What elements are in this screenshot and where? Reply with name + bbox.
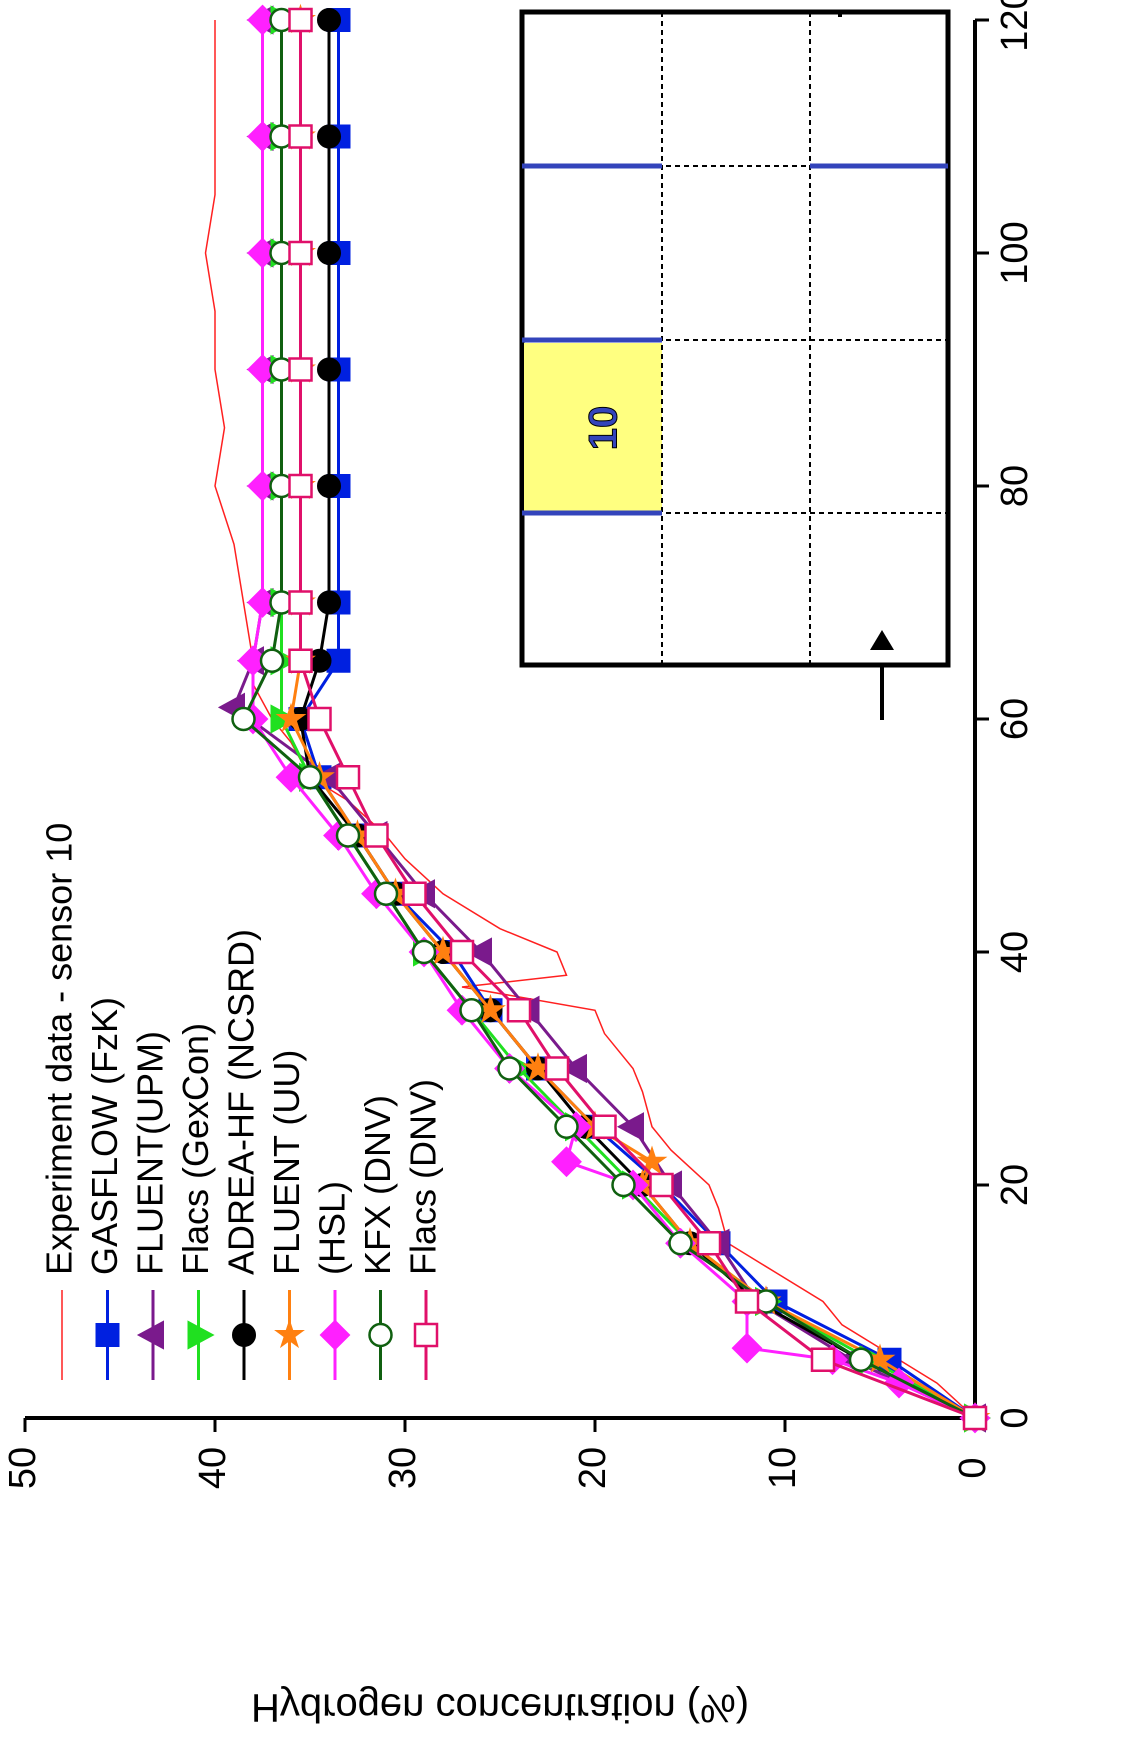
marker [411, 939, 437, 965]
marker [288, 357, 313, 382]
series [288, 7, 988, 1431]
marker [497, 1056, 522, 1081]
legend-label: Flacs (DNV) [403, 1079, 444, 1275]
x-tick-label: 100 [994, 221, 1036, 284]
marker [288, 648, 313, 673]
marker [668, 1231, 693, 1256]
y-tick-label: 40 [192, 1447, 234, 1489]
marker [559, 1053, 587, 1084]
marker [317, 590, 341, 615]
marker [696, 1231, 722, 1256]
marker [734, 1289, 760, 1314]
x-tick-label: 80 [994, 465, 1036, 507]
marker [611, 1172, 636, 1198]
marker [636, 1145, 668, 1175]
marker [288, 590, 313, 615]
marker [554, 1114, 579, 1139]
marker [592, 1114, 617, 1139]
legend-marker [274, 1318, 305, 1349]
marker [464, 937, 492, 967]
marker [962, 1405, 988, 1431]
marker [317, 474, 341, 498]
x-tick-label: 0 [994, 1407, 1036, 1428]
inset-arrow-head [870, 630, 894, 650]
marker [317, 124, 341, 149]
marker [402, 881, 427, 906]
legend-marker [413, 1322, 439, 1348]
y-tick-label: 20 [572, 1447, 614, 1489]
legend-marker [187, 1320, 215, 1350]
marker [288, 124, 313, 149]
inset-label: 10 [582, 406, 626, 451]
legend-label: KFX (DNV) [357, 1095, 398, 1275]
y-axis-title: Hydrogen concentration (%) [251, 1685, 749, 1729]
inset-diagram: 10 [519, 9, 951, 720]
marker [459, 998, 484, 1023]
marker [317, 8, 341, 32]
marker [544, 1056, 570, 1081]
marker [373, 881, 399, 906]
x-tick-label: 60 [994, 698, 1036, 740]
legend-marker [319, 1319, 351, 1351]
marker [364, 823, 389, 848]
marker [649, 1172, 674, 1198]
legend-marker [95, 1323, 120, 1347]
legend-label: Flacs (GexCon) [175, 1023, 216, 1275]
marker [506, 998, 532, 1023]
marker [307, 706, 332, 732]
marker [297, 765, 323, 790]
legend-label: GASFLOW (FzK) [84, 997, 125, 1275]
y-tick-label: 0 [952, 1457, 994, 1478]
legend-label: Experiment data - sensor 10 [39, 823, 80, 1275]
legend-marker [232, 1323, 256, 1347]
y-tick-label: 10 [762, 1447, 804, 1489]
marker [335, 823, 361, 848]
legend-label: FLUENT(UPM) [130, 1031, 171, 1275]
legend-label: FLUENT (UU) [266, 1050, 307, 1275]
marker [231, 706, 256, 732]
legend-marker [368, 1322, 393, 1348]
marker [288, 7, 313, 33]
legend-label: ADREA-HF (NCSRD) [221, 929, 262, 1275]
marker [317, 241, 341, 265]
marker [551, 1146, 582, 1178]
x-tick-label: 120 [994, 0, 1036, 52]
marker [616, 1112, 644, 1142]
marker [288, 240, 313, 266]
marker [259, 648, 285, 673]
inset-highlight [524, 343, 662, 513]
y-tick-label: 50 [2, 1447, 44, 1489]
x-tick-label: 20 [994, 1164, 1036, 1206]
x-tick-label: 40 [994, 931, 1036, 973]
marker [731, 1332, 763, 1364]
legend-label: (HSL) [312, 1181, 353, 1275]
marker [335, 765, 361, 790]
marker [848, 1347, 874, 1372]
marker [275, 702, 307, 733]
marker [449, 939, 475, 965]
y-tick-label: 30 [382, 1447, 424, 1489]
marker [810, 1347, 836, 1372]
marker [317, 357, 341, 382]
legend-marker [136, 1320, 164, 1350]
marker [288, 473, 313, 499]
series-line [241, 20, 976, 1420]
